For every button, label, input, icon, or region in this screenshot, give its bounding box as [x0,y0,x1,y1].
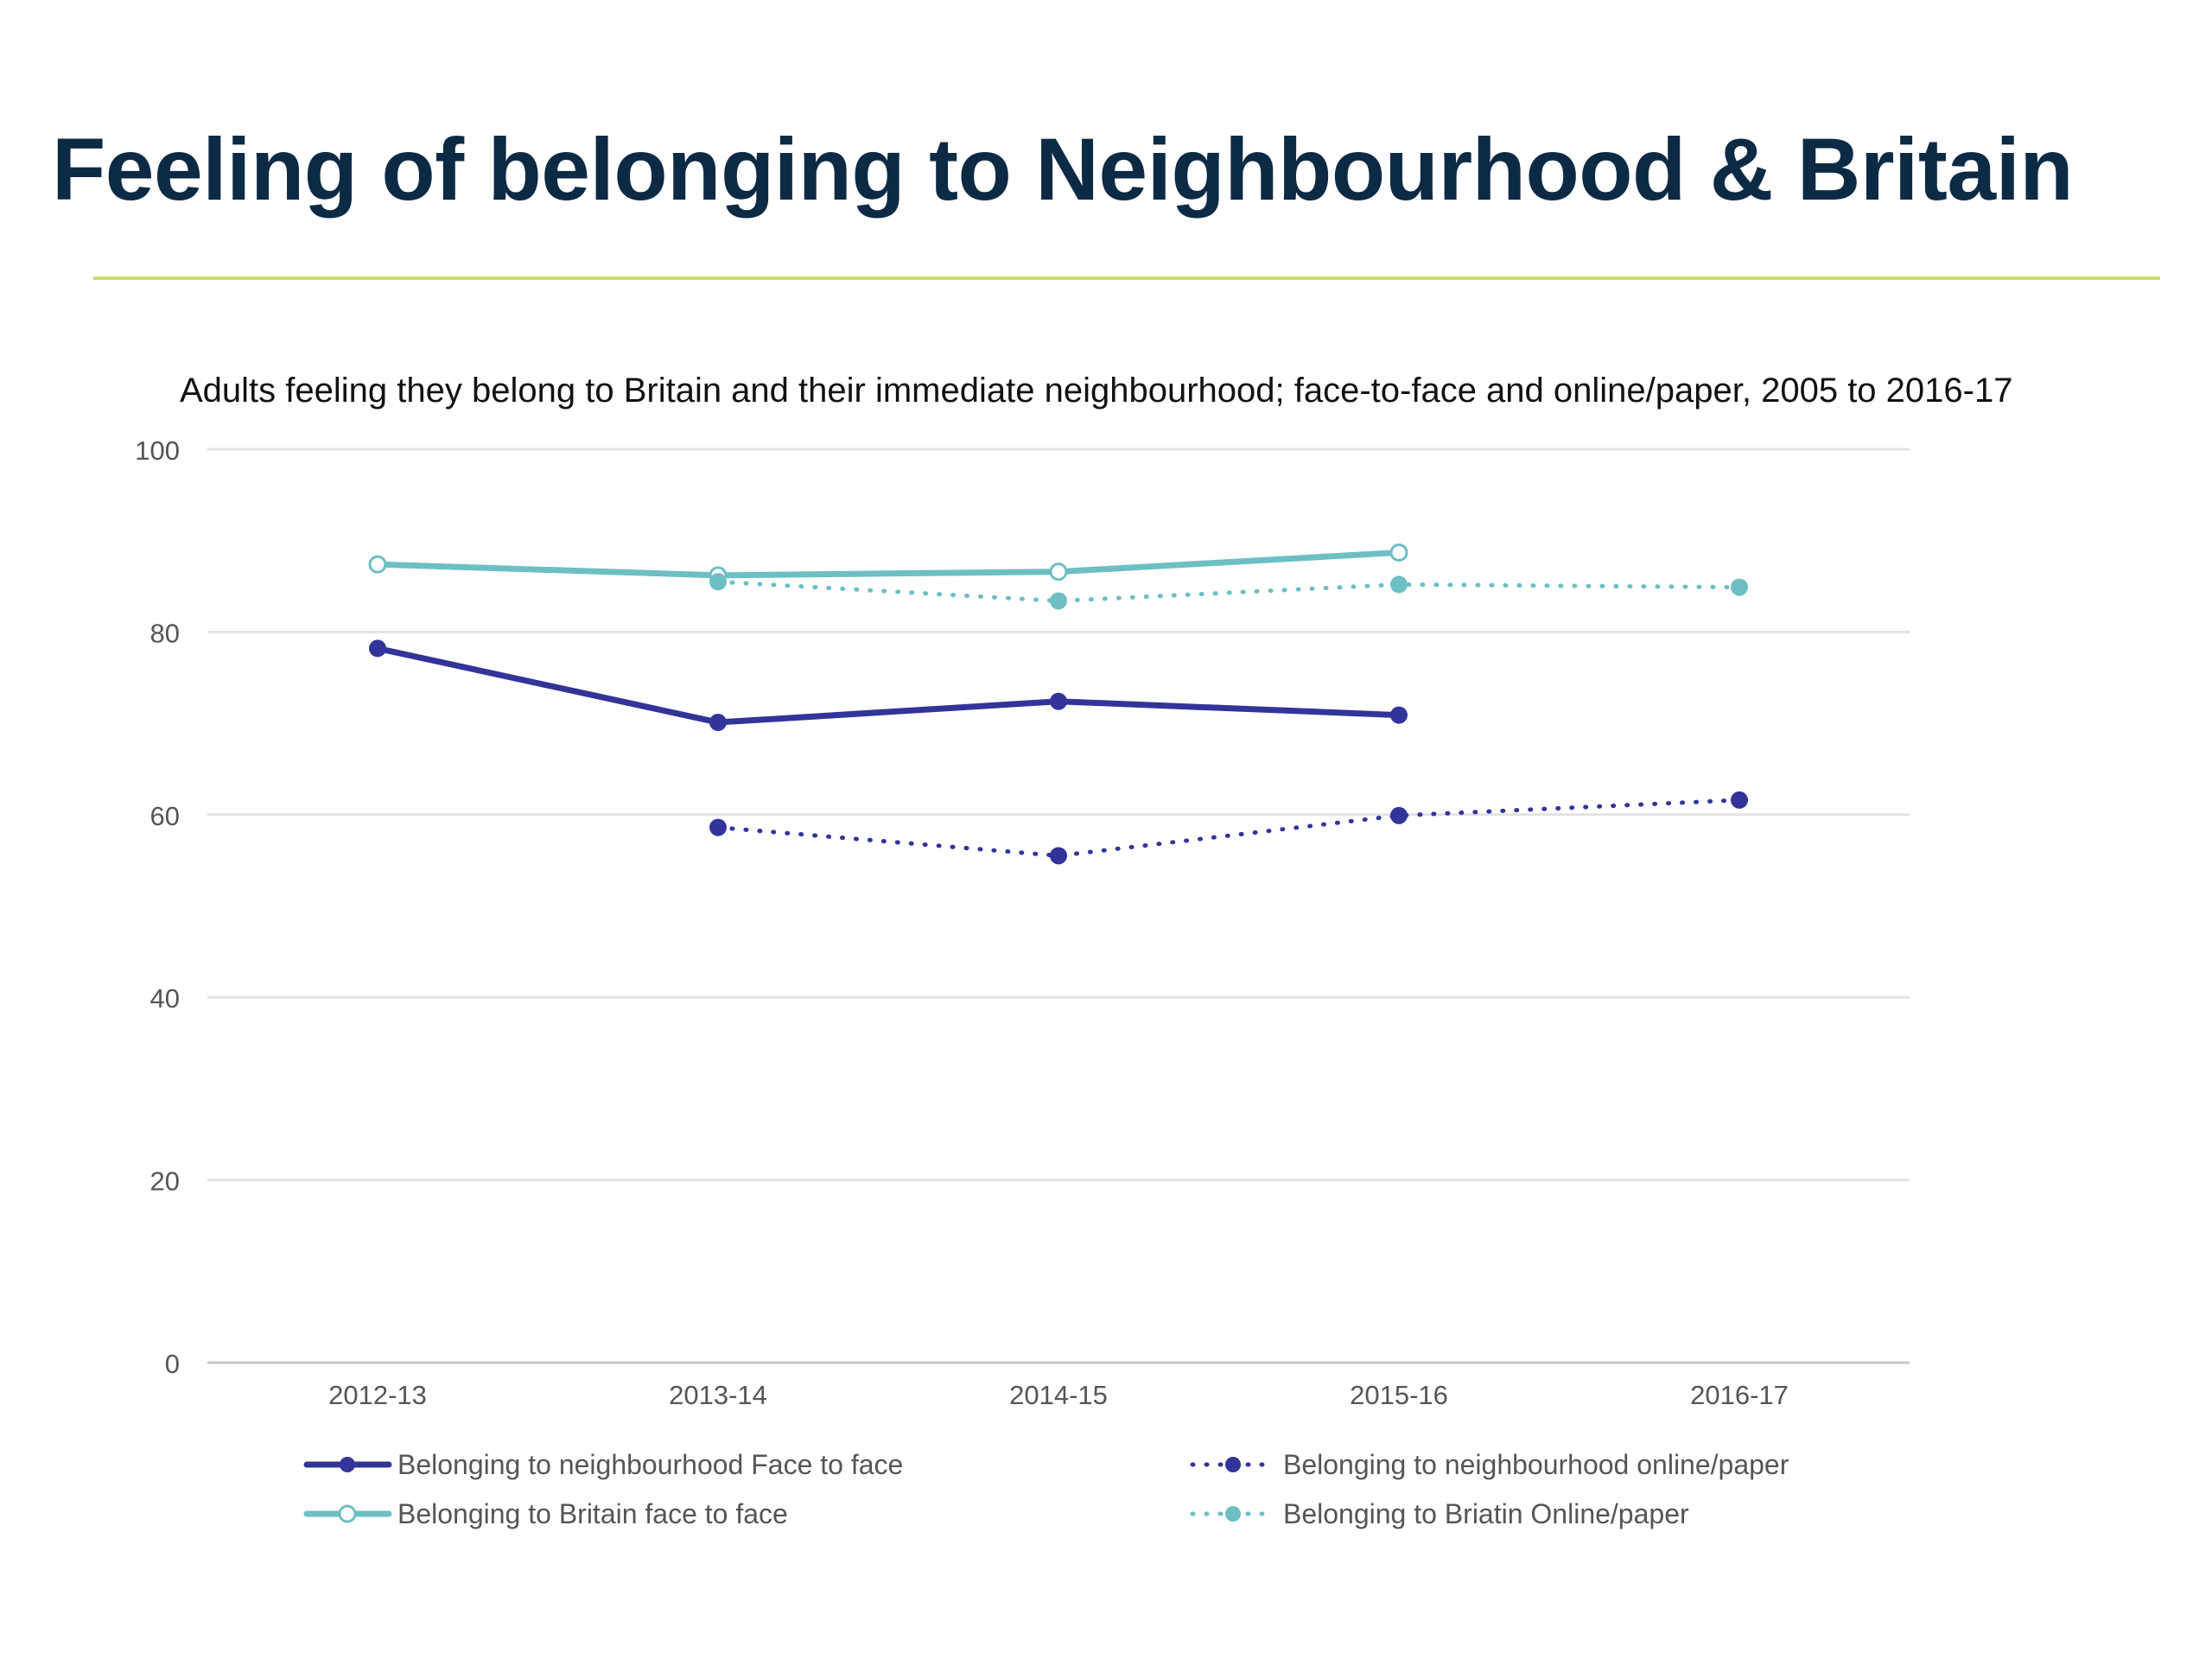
y-tick-label: 60 [150,801,180,831]
chart-title: Adults feeling they belong to Britain an… [180,372,2012,410]
legend-item: Belonging to Britain face to face [303,1498,788,1529]
legend-marker [1225,1506,1241,1522]
x-tick-label: 2012-13 [328,1380,427,1410]
y-tick-label: 20 [150,1166,180,1197]
series [369,639,1408,732]
data-point [1390,706,1408,724]
y-tick-label: 40 [150,983,180,1014]
data-point [709,573,727,591]
series [368,543,1408,585]
data-point [1390,806,1408,824]
x-tick-label: 2016-17 [1690,1380,1789,1410]
data-point [369,639,386,658]
data-point [1049,563,1068,582]
legend-label: Belonging to Briatin Online/paper [1283,1498,1689,1529]
legend-label: Belonging to neighbourhood online/paper [1283,1449,1789,1480]
data-point [1050,692,1067,710]
legend-item: Belonging to neighbourhood Face to face [303,1449,903,1480]
slide-title: Feeling of belonging to Neighbourhood & … [52,120,2074,219]
legend-label: Belonging to Britain face to face [397,1498,788,1529]
data-point [709,714,727,732]
legend-item: Belonging to Briatin Online/paper [1190,1498,1689,1529]
legend-marker [338,1504,357,1523]
y-tick-label: 80 [150,618,180,648]
legend-item: Belonging to neighbourhood online/paper [1190,1449,1789,1480]
legend-label: Belonging to neighbourhood Face to face [397,1449,903,1480]
data-point [1050,847,1067,865]
data-point [368,555,387,574]
series-line [374,549,1402,579]
legend-marker [340,1457,355,1472]
series [709,791,1748,865]
series [709,573,1748,610]
data-point [1050,592,1067,610]
y-tick-label: 100 [135,435,180,466]
series-line [374,645,1402,726]
x-tick-label: 2013-14 [669,1380,767,1410]
legend-marker [1225,1457,1241,1472]
data-point [1731,791,1748,809]
y-tick-label: 0 [165,1349,180,1379]
data-point [1389,543,1408,562]
data-point [1731,578,1748,596]
series-line [715,579,1742,603]
data-point [1390,575,1408,594]
data-point [709,818,727,836]
title-divider [93,276,2160,280]
series-line [715,798,1742,858]
x-tick-label: 2014-15 [1009,1380,1108,1410]
x-tick-label: 2015-16 [1350,1380,1448,1410]
